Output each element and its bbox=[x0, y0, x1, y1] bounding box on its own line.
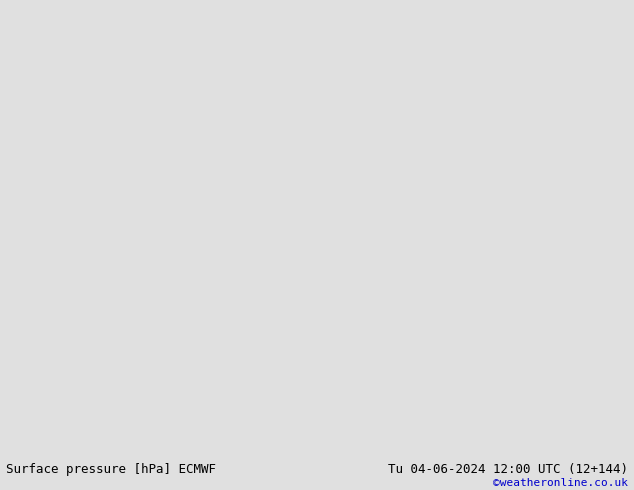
Text: ©weatheronline.co.uk: ©weatheronline.co.uk bbox=[493, 478, 628, 488]
Text: Surface pressure [hPa] ECMWF: Surface pressure [hPa] ECMWF bbox=[6, 463, 216, 476]
Text: Tu 04-06-2024 12:00 UTC (12+144): Tu 04-06-2024 12:00 UTC (12+144) bbox=[387, 463, 628, 476]
